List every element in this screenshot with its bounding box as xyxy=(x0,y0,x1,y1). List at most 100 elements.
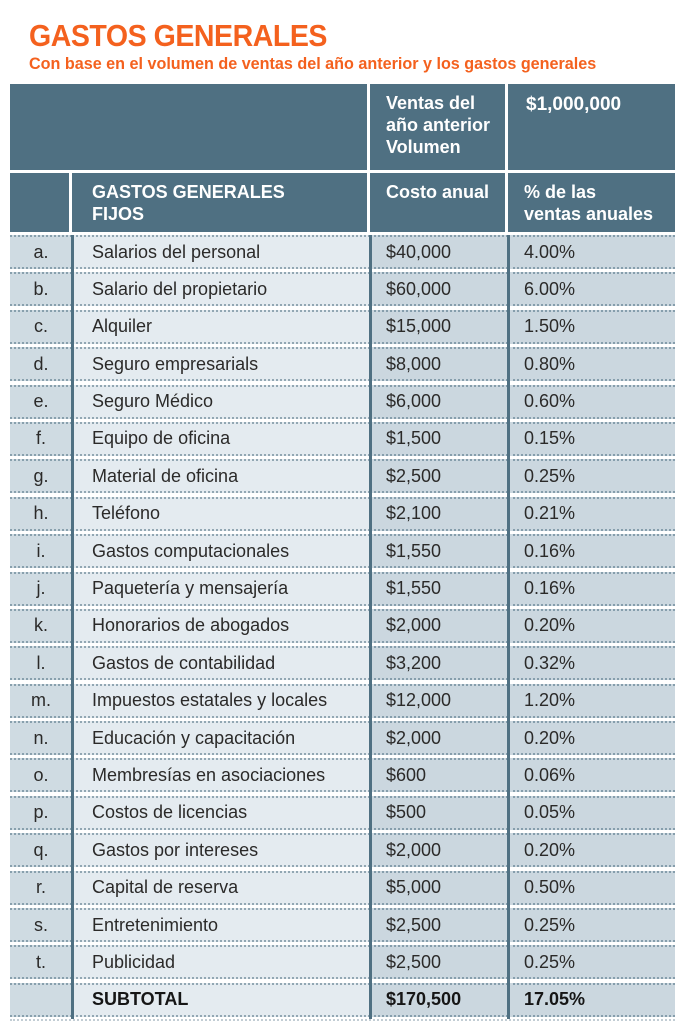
row-cost: $5,000 xyxy=(370,870,508,905)
row-cost: $1,550 xyxy=(370,571,508,606)
row-percent: 0.60% xyxy=(508,384,675,419)
row-label: Capital de reserva xyxy=(72,870,370,905)
row-percent: 0.25% xyxy=(508,945,675,980)
row-label: Impuestos estatales y locales xyxy=(72,683,370,718)
table-row: r. Capital de reserva $5,000 0.50% xyxy=(10,870,675,905)
column-divider-letter xyxy=(71,235,74,1019)
row-cost: $2,000 xyxy=(370,721,508,756)
table-row: t. Publicidad $2,500 0.25% xyxy=(10,945,675,980)
page-title: GASTOS GENERALES xyxy=(29,18,327,53)
row-cost: $60,000 xyxy=(370,272,508,307)
row-label: Salario del propietario xyxy=(72,272,370,307)
row-letter: d. xyxy=(10,347,72,382)
row-label: Entretenimiento xyxy=(72,908,370,943)
row-percent: 0.16% xyxy=(508,534,675,569)
table-body: a. Salarios del personal $40,000 4.00% b. Sal… xyxy=(10,235,675,1017)
row-label: Material de oficina xyxy=(72,459,370,494)
row-letter: q. xyxy=(10,833,72,868)
header-volume-value-cell: $1,000,000 xyxy=(508,84,675,170)
table-row: o. Membresías en asociaciones $600 0.06% xyxy=(10,758,675,793)
row-cost: $500 xyxy=(370,795,508,830)
row-label: Honorarios de abogados xyxy=(72,608,370,643)
row-letter: c. xyxy=(10,309,72,344)
table-row: n. Educación y capacitación $2,000 0.20% xyxy=(10,721,675,756)
table-header-row-2: GASTOS GENERALES FIJOS Costo anual % de … xyxy=(10,173,675,232)
row-cost: $8,000 xyxy=(370,347,508,382)
page-subtitle: Con base en el volumen de ventas del año… xyxy=(29,54,597,73)
table-row: a. Salarios del personal $40,000 4.00% xyxy=(10,235,675,269)
row-label: Seguro Médico xyxy=(72,384,370,419)
row-percent: 1.20% xyxy=(508,683,675,718)
header-section-label-cell: GASTOS GENERALES FIJOS xyxy=(72,173,370,232)
table-row: d. Seguro empresarials $8,000 0.80% xyxy=(10,347,675,382)
row-percent: 0.16% xyxy=(508,571,675,606)
header-merged-empty-cell xyxy=(10,84,370,170)
row-cost: $2,000 xyxy=(370,608,508,643)
row-cost: $40,000 xyxy=(370,235,508,269)
row-letter: f. xyxy=(10,421,72,456)
row-percent: 0.50% xyxy=(508,870,675,905)
row-label: Gastos computacionales xyxy=(72,534,370,569)
header-cost-label-cell: Costo anual xyxy=(370,173,508,232)
row-cost: $2,500 xyxy=(370,459,508,494)
row-percent: 0.20% xyxy=(508,721,675,756)
row-percent: 0.32% xyxy=(508,646,675,681)
row-label: Seguro empresarials xyxy=(72,347,370,382)
row-label: Membresías en asociaciones xyxy=(72,758,370,793)
table-row: c. Alquiler $15,000 1.50% xyxy=(10,309,675,344)
row-label: Costos de licencias xyxy=(72,795,370,830)
table-row: h. Teléfono $2,100 0.21% xyxy=(10,496,675,531)
table-row: l. Gastos de contabilidad $3,200 0.32% xyxy=(10,646,675,681)
row-percent: 1.50% xyxy=(508,309,675,344)
table-row: e. Seguro Médico $6,000 0.60% xyxy=(10,384,675,419)
row-label: Publicidad xyxy=(72,945,370,980)
row-letter: h. xyxy=(10,496,72,531)
row-label: Paquetería y mensajería xyxy=(72,571,370,606)
row-letter: j. xyxy=(10,571,72,606)
row-percent: 0.20% xyxy=(508,608,675,643)
row-letter: k. xyxy=(10,608,72,643)
row-cost: $170,500 xyxy=(370,982,508,1017)
row-percent: 6.00% xyxy=(508,272,675,307)
row-cost: $2,000 xyxy=(370,833,508,868)
table-row: p. Costos de licencias $500 0.05% xyxy=(10,795,675,830)
row-cost: $3,200 xyxy=(370,646,508,681)
row-letter: p. xyxy=(10,795,72,830)
row-letter: r. xyxy=(10,870,72,905)
row-label: Gastos de contabilidad xyxy=(72,646,370,681)
row-letter: i. xyxy=(10,534,72,569)
row-percent: 0.20% xyxy=(508,833,675,868)
header-percent-label-cell: % de las ventas anuales xyxy=(508,173,675,232)
row-label: Teléfono xyxy=(72,496,370,531)
row-percent: 0.06% xyxy=(508,758,675,793)
table-row: j. Paquetería y mensajería $1,550 0.16% xyxy=(10,571,675,606)
row-cost: $6,000 xyxy=(370,384,508,419)
row-label: Alquiler xyxy=(72,309,370,344)
row-percent: 0.25% xyxy=(508,459,675,494)
row-letter: t. xyxy=(10,945,72,980)
row-cost: $1,500 xyxy=(370,421,508,456)
row-cost: $2,500 xyxy=(370,945,508,980)
row-percent: 0.05% xyxy=(508,795,675,830)
row-cost: $12,000 xyxy=(370,683,508,718)
row-percent: 0.15% xyxy=(508,421,675,456)
header-letter-empty-cell xyxy=(10,173,72,232)
row-label: SUBTOTAL xyxy=(72,982,370,1017)
row-cost: $2,500 xyxy=(370,908,508,943)
row-percent: 0.21% xyxy=(508,496,675,531)
row-letter: l. xyxy=(10,646,72,681)
column-divider-cost xyxy=(369,235,372,1019)
row-letter: g. xyxy=(10,459,72,494)
row-cost: $15,000 xyxy=(370,309,508,344)
table-row: m. Impuestos estatales y locales $12,000 1.… xyxy=(10,683,675,718)
row-label: Salarios del personal xyxy=(72,235,370,269)
table-row: g. Material de oficina $2,500 0.25% xyxy=(10,459,675,494)
row-letter: b. xyxy=(10,272,72,307)
row-letter: o. xyxy=(10,758,72,793)
row-percent: 0.80% xyxy=(508,347,675,382)
row-letter: s. xyxy=(10,908,72,943)
row-cost: $1,550 xyxy=(370,534,508,569)
table-row: s. Entretenimiento $2,500 0.25% xyxy=(10,908,675,943)
column-divider-percent xyxy=(507,235,510,1019)
row-label: Educación y capacitación xyxy=(72,721,370,756)
